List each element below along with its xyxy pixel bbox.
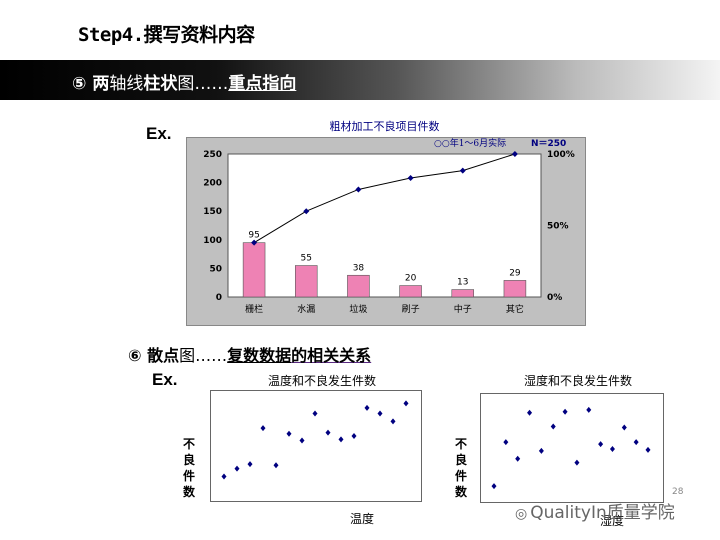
y2-tick-label: 50% xyxy=(547,222,569,232)
section-5-link[interactable]: 重点指向 xyxy=(228,74,297,94)
x-tick-label: 水漏 xyxy=(297,303,315,315)
section-6-link-1[interactable]: 复数数据 xyxy=(227,346,292,365)
scatter-point xyxy=(633,439,639,446)
scatter-1-xlabel: 温度 xyxy=(350,512,375,526)
scatter-point xyxy=(491,483,497,490)
pareto-chart: 粗材加工不良项目件数 ○○年1～6月实际 N＝250 0 50 100 150 200 250 0… xyxy=(203,119,575,315)
y-tick-label: 150 xyxy=(203,207,222,217)
bar-value-label: 95 xyxy=(248,231,259,241)
section-6-heading: ⑥ 散点图……复数数据的相关关系 xyxy=(128,342,371,366)
scatter-point xyxy=(377,410,383,417)
scatter-point xyxy=(364,404,370,411)
scatter-2-ylabel: 不良件数 xyxy=(454,437,467,499)
scatter-1-points xyxy=(221,400,409,480)
scatter-point xyxy=(299,437,305,444)
scatter-point xyxy=(538,447,544,454)
scatter-point xyxy=(621,424,627,431)
bar xyxy=(451,289,475,298)
y-tick-label: 0 xyxy=(216,293,222,303)
scatter-point xyxy=(403,400,409,407)
scatter-point xyxy=(351,433,357,439)
scatter-point xyxy=(574,459,580,466)
scatter-point xyxy=(598,441,604,448)
chart-title: 粗材加工不良项目件数 xyxy=(330,119,440,133)
bar-value-label: 38 xyxy=(353,263,365,273)
y-tick-label: 200 xyxy=(203,179,222,189)
watermark: ◎ QualityIn质量学院 xyxy=(515,498,675,523)
section-5-heading: ⑤ 两轴线柱状图……重点指向 xyxy=(72,69,296,94)
scatter-point xyxy=(221,473,227,480)
x-tick-label: 栅栏 xyxy=(245,303,263,315)
plot-area xyxy=(227,153,542,298)
section-5-bold: 柱状 xyxy=(143,74,178,94)
scatter-1-plot-area xyxy=(210,390,422,502)
cumulative-point xyxy=(251,239,258,246)
section-5-tail: 图…… xyxy=(177,74,229,94)
section-5-mid: 轴线 xyxy=(109,74,144,94)
section-5-number: ⑤ xyxy=(72,74,87,94)
page-number: 28 xyxy=(672,487,684,497)
bar-value-label: 55 xyxy=(301,254,312,264)
section-band xyxy=(0,60,720,100)
scatter-point xyxy=(527,409,533,416)
scatter-point xyxy=(234,465,240,472)
x-tick-label: 其它 xyxy=(506,303,524,315)
scatter-point xyxy=(273,462,279,469)
cumulative-line xyxy=(253,153,516,244)
wechat-icon: ◎ xyxy=(515,506,528,522)
scatter-point xyxy=(503,439,509,446)
bar-value-label: 13 xyxy=(457,278,468,288)
slide-title: Step4.撰写资料内容 xyxy=(78,24,255,46)
scatter-point xyxy=(515,455,521,462)
cumulative-point xyxy=(355,186,362,193)
bar xyxy=(503,280,527,298)
bar xyxy=(294,265,318,298)
scatter-2-title: 湿度和不良发生件数 xyxy=(524,374,633,388)
x-tick-label: 中子 xyxy=(454,303,472,315)
scatter-point xyxy=(586,406,592,413)
bar-value-label: 29 xyxy=(509,268,521,278)
scatter-2-plot-area xyxy=(480,393,664,503)
y-tick-label: 100 xyxy=(203,236,222,246)
scatter-1-title: 温度和不良发生件数 xyxy=(268,374,377,388)
y2-tick-label: 0% xyxy=(547,293,562,303)
bar xyxy=(242,242,266,298)
bar-value-label: 20 xyxy=(405,274,417,284)
cumulative-point xyxy=(407,175,414,182)
section-6-link-2[interactable]: 的相关关系 xyxy=(291,346,372,365)
scatter-point xyxy=(609,445,615,452)
chart-n-label: N＝250 xyxy=(531,139,566,149)
scatter-point xyxy=(562,408,568,415)
cumulative-point xyxy=(303,208,310,215)
scatter-point xyxy=(260,425,266,432)
scatter-2-xlabel: 湿度 xyxy=(600,514,625,528)
section-6-tail: 图…… xyxy=(179,346,228,365)
scatter-point xyxy=(645,446,651,453)
scatter-point xyxy=(286,430,292,437)
y-tick-label: 250 xyxy=(203,150,222,160)
y-tick-label: 50 xyxy=(209,264,222,274)
scatter-point xyxy=(312,410,318,417)
example-label-2: Ex. xyxy=(152,370,178,389)
scatter-point xyxy=(325,429,331,436)
example-label-1: Ex. xyxy=(146,124,172,143)
x-tick-label: 刷子 xyxy=(402,304,420,315)
bar xyxy=(347,274,370,298)
section-6-number: ⑥ xyxy=(128,346,142,365)
x-tick-label: 垃圾 xyxy=(349,303,367,315)
scatter-2-points xyxy=(491,406,651,490)
chart-subtitle: ○○年1～6月实际 xyxy=(434,137,506,149)
scatter-point xyxy=(550,423,556,430)
cumulative-point xyxy=(459,167,466,174)
scatter-point xyxy=(247,461,253,468)
section-6-lead: 散点 xyxy=(147,346,180,365)
section-5-lead: 两 xyxy=(92,74,110,94)
bar xyxy=(399,285,422,298)
scatter-point xyxy=(390,418,396,425)
watermark-text: QualityIn质量学院 xyxy=(530,503,675,523)
y2-tick-label: 100% xyxy=(547,150,575,160)
scatter-1-ylabel: 不良件数 xyxy=(182,437,195,499)
scatter-point xyxy=(338,436,344,443)
